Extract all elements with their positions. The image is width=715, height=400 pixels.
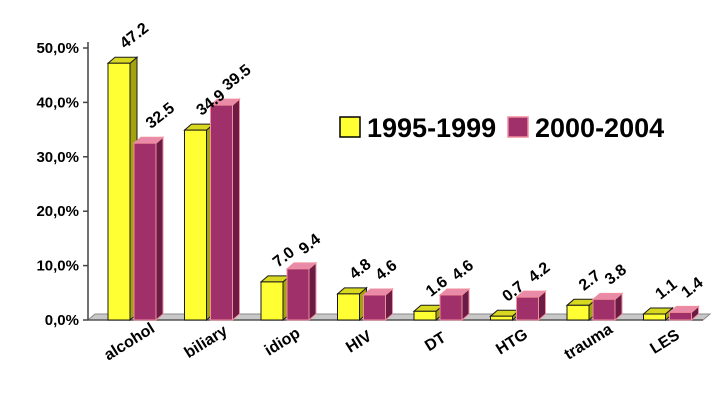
- data-label: 47.2: [117, 20, 152, 53]
- x-tick-label: biliary: [182, 322, 231, 361]
- y-tick-label: 40,0%: [36, 94, 79, 111]
- legend-swatch: [339, 116, 361, 138]
- bar-series: [106, 56, 700, 322]
- bar-series1-alcohol: [106, 56, 139, 322]
- bar-series2-biliary: [209, 98, 241, 322]
- y-axis: 0,0% 10,0% 20,0% 30,0% 40,0% 50,0%: [36, 40, 89, 329]
- bar-series2-idiop: [285, 261, 318, 322]
- x-tick-label: idiop: [262, 325, 304, 360]
- bar-series1-biliary: [183, 123, 215, 322]
- data-label: 32.5: [143, 100, 178, 133]
- data-label: 2.7: [576, 267, 604, 294]
- bar-series1-trauma: [565, 298, 598, 322]
- bar-series2-HIV: [362, 287, 394, 322]
- data-label: 3.8: [602, 261, 630, 288]
- bar-series1-idiop: [259, 274, 292, 322]
- y-tick-label: 50,0%: [36, 40, 79, 57]
- bar-series2-alcohol: [132, 136, 165, 322]
- legend-label: 2000-2004: [535, 113, 664, 143]
- data-label: 39.5: [219, 62, 254, 95]
- data-label: 9.4: [296, 231, 324, 258]
- category-labels: alcohol biliary idiop HIV DT HTG trauma LES: [101, 320, 683, 364]
- data-label: 4.8: [346, 256, 374, 283]
- y-tick-label: 0,0%: [45, 312, 79, 329]
- y-tick-label: 30,0%: [36, 149, 79, 166]
- data-label: 4.2: [525, 259, 553, 286]
- legend-item-2: 2000-2004: [507, 113, 664, 143]
- legend: 1995-1999 2000-2004: [339, 113, 664, 143]
- bar-series2-HTG: [515, 290, 547, 322]
- y-tick-label: 10,0%: [36, 258, 79, 275]
- legend-item-1: 1995-1999: [339, 113, 496, 143]
- bar-series1-DT: [412, 304, 445, 322]
- x-tick-label: HIV: [343, 328, 375, 357]
- x-tick-label: DT: [422, 329, 449, 355]
- x-tick-label: LES: [647, 327, 683, 358]
- data-label: 4.6: [449, 257, 477, 284]
- bar-series2-LES: [668, 305, 700, 322]
- bar-series1-LES: [642, 306, 674, 322]
- x-tick-label: trauma: [561, 321, 615, 364]
- y-tick-label: 20,0%: [36, 203, 79, 220]
- data-label: 1.1: [652, 276, 680, 303]
- x-tick-label: alcohol: [101, 320, 158, 364]
- bar-series2-DT: [438, 287, 471, 322]
- data-label: 4.6: [372, 257, 400, 284]
- legend-swatch: [507, 116, 529, 138]
- bar-series2-trauma: [591, 292, 624, 322]
- legend-label: 1995-1999: [367, 113, 496, 143]
- data-label: 1.4: [678, 274, 706, 301]
- bar-series1-HIV: [336, 286, 368, 322]
- x-tick-label: HTG: [493, 326, 531, 358]
